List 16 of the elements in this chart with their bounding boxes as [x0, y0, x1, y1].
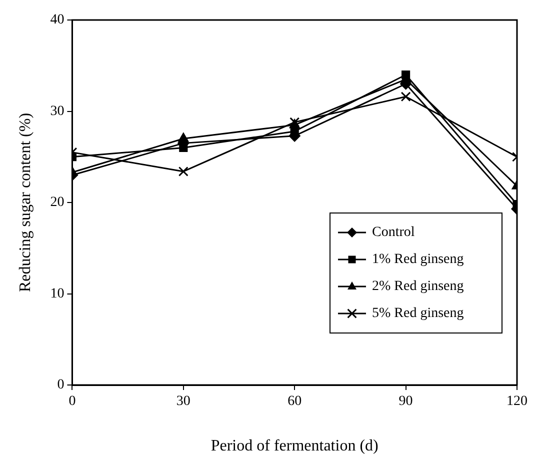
x-tick-label: 0 [68, 394, 76, 410]
x-axis-title: Period of fermentation (d) [210, 438, 378, 455]
x-tick-label: 120 [506, 394, 528, 410]
y-tick-label: 30 [50, 104, 64, 119]
y-tick-label: 0 [57, 378, 64, 393]
y-axis-title: Reducing sugar content (%) [16, 112, 34, 292]
legend-label: 5% Red ginseng [372, 306, 464, 322]
legend-label: 1% Red ginseng [372, 252, 464, 268]
x-tick-label: 30 [176, 394, 190, 410]
y-tick-label: 40 [50, 12, 64, 28]
x-tick-label: 90 [398, 394, 413, 410]
y-tick-label: 10 [50, 286, 64, 302]
x-tick-label: 60 [288, 394, 302, 410]
y-tick-label: 20 [50, 195, 64, 210]
legend-label: Control [372, 225, 415, 240]
legend-label: 2% Red ginseng [372, 279, 464, 294]
